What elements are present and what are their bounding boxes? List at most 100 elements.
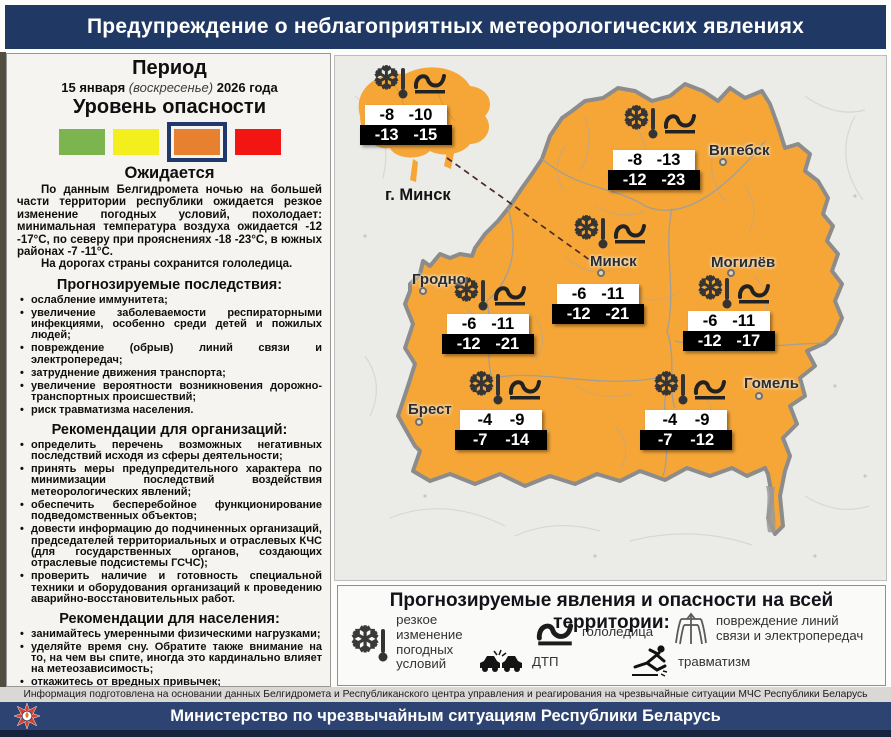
danger-level-green xyxy=(58,129,105,155)
temp-box-brest: -4 -9 -7 -14 xyxy=(455,410,547,450)
city-dot-mogilev xyxy=(727,269,735,277)
list-item: • уделяйте время сну. Обратите также вним… xyxy=(20,640,322,676)
list-item: • определить перечень возможных негативны… xyxy=(20,438,322,462)
snowflake-icon: ❆ xyxy=(573,210,600,246)
danger-level-yellow xyxy=(112,129,159,155)
car-crash-icon xyxy=(480,649,522,672)
snowflake-icon: ❆ xyxy=(697,270,724,306)
snowflake-icon: ❆ xyxy=(373,60,400,96)
city-label-minsk-city: г. Минск xyxy=(385,186,451,204)
list-item: • принять меры предупредительного характе… xyxy=(20,462,322,498)
thermometer-icon xyxy=(598,218,608,249)
bottom-strip xyxy=(0,730,891,737)
thermometer-icon xyxy=(678,374,688,405)
period-date: 15 января (воскресенье) 2026 года xyxy=(16,80,323,95)
station-icons-minsk-city: ❆ xyxy=(373,60,447,99)
list-item: • увеличение заболеваемости респираторным… xyxy=(20,306,322,342)
city-label-mogilev: Могилёв xyxy=(711,254,776,271)
legend-item-label: травматизм xyxy=(678,653,751,669)
list-item: • довести информацию до подчиненных орган… xyxy=(20,523,322,570)
ministry-title: Министерство по чрезвычайным ситуациям Р… xyxy=(170,706,721,725)
temp-box-vitebsk: -8 -13 -12 -23 xyxy=(608,150,700,190)
date-year: 2026 года xyxy=(216,80,278,95)
station-icons-gomel: ❆ xyxy=(653,366,727,405)
legend-item-power-lines: повреждение линий связи и электропередач xyxy=(674,610,864,648)
danger-level-scale xyxy=(16,121,323,163)
snowflake-icon: ❆ xyxy=(623,100,650,136)
legend-item-label: повреждение линий связи и электропередач xyxy=(716,613,864,643)
period-title: Период xyxy=(132,57,207,79)
danger-level-red xyxy=(234,129,281,155)
temp-box-grodno: -6 -11 -12 -21 xyxy=(442,314,534,354)
city-dot-gomel xyxy=(755,392,763,400)
consequences-title: Прогнозируемые последствия: xyxy=(56,276,283,293)
city-label-brest: Брест xyxy=(408,401,452,418)
list-item: • риск травматизма населения. xyxy=(20,404,194,417)
city-dot-minsk xyxy=(597,269,605,277)
glaze-ice-icon xyxy=(693,380,726,400)
org-recommendations-title: Рекомендации для организаций: xyxy=(51,421,288,438)
glaze-ice-icon xyxy=(613,224,646,244)
temp-box-minsk-city: -8 -10 -13 -15 xyxy=(360,105,452,145)
snowflake-icon: ❆ xyxy=(653,366,680,402)
list-item: • занимайтесь умеренными физическими нагр… xyxy=(20,627,321,640)
legend-item-weather-change: ❆ резкое изменение погодных условий xyxy=(350,612,504,672)
list-item: • обеспечить бесперебойное функционирован… xyxy=(20,498,322,523)
temp-box-mogilev: -6 -11 -12 -17 xyxy=(683,311,775,351)
glaze-ice-icon xyxy=(413,74,446,94)
legend-item-ice: гололедица xyxy=(536,619,653,646)
expected-text-2: На дорогах страны сохранится гололедица. xyxy=(41,258,293,271)
thermometer-icon xyxy=(398,68,408,99)
legend-item-label: гололедица xyxy=(582,624,654,640)
snowflake-icon: ❆ xyxy=(350,618,381,660)
temp-box-gomel: -4 -9 -7 -12 xyxy=(640,410,732,450)
legend-item-car-crash: ДТП xyxy=(478,649,558,675)
thermometer-icon xyxy=(648,108,658,139)
map-background-roads xyxy=(354,95,870,546)
city-label-vitebsk: Витебск xyxy=(709,142,770,159)
danger-level-orange xyxy=(173,129,220,155)
list-item: • откажитесь от вредных привычек; xyxy=(20,676,221,687)
city-label-gomel: Гомель xyxy=(744,375,799,392)
map-background-towns xyxy=(363,124,867,558)
glaze-ice-icon xyxy=(493,286,526,306)
snowflake-icon: ❆ xyxy=(453,272,480,308)
river-strip xyxy=(766,486,776,533)
glaze-ice-icon xyxy=(508,380,541,400)
list-item: • проверить наличие и готовность специаль… xyxy=(20,570,322,606)
glaze-ice-icon xyxy=(737,284,770,304)
station-icons-minsk: ❆ xyxy=(573,210,647,249)
belarus-map-panel: ❆ ❆ ❆ ❆ ❆ ❆ ❆ xyxy=(334,55,887,581)
date-day: 15 января xyxy=(61,80,126,95)
city-dot-grodno xyxy=(419,287,427,295)
station-icons-vitebsk: ❆ xyxy=(623,100,697,139)
power-lines-icon xyxy=(675,612,707,645)
snowflake-icon: ❆ xyxy=(468,366,495,402)
legend-title: Прогнозируемые явления и опасности на вс… xyxy=(389,590,834,633)
slipping-person-icon xyxy=(632,645,668,677)
page-title: Предупреждение о неблагоприятных метеоро… xyxy=(5,5,886,49)
hazards-legend-panel: Прогнозируемые явления и опасности на вс… xyxy=(337,585,886,686)
thermometer-icon xyxy=(493,374,503,405)
station-icons-brest: ❆ xyxy=(468,366,542,405)
legend-item-label: ДТП xyxy=(532,653,559,669)
info-panel: Период 15 января (воскресенье) 2026 года… xyxy=(6,53,331,687)
date-weekday: (воскресенье) xyxy=(128,80,214,95)
thermometer-icon xyxy=(478,280,488,311)
mchs-emblem-icon xyxy=(14,703,40,729)
temp-box-minsk: -6 -11 -12 -21 xyxy=(552,284,644,324)
legend-item-injury: травматизм xyxy=(630,644,750,680)
station-icons-mogilev: ❆ xyxy=(697,270,771,309)
list-item: • ослабление иммунитета; xyxy=(20,293,168,306)
legend-item-label: резкое изменение погодных условий xyxy=(396,612,463,672)
list-item: • затруднение движения транспорта; xyxy=(20,366,226,379)
expected-title: Ожидается xyxy=(124,164,215,182)
list-item: • увеличение вероятности возникновения до… xyxy=(20,379,322,404)
glaze-ice-icon xyxy=(536,623,574,646)
city-label-minsk: Минск xyxy=(590,253,637,270)
station-icons-grodno: ❆ xyxy=(453,272,527,311)
source-info-strip: Информация подготовлена на основании дан… xyxy=(0,687,891,702)
city-dot-vitebsk xyxy=(719,158,727,166)
expected-text: По данным Белгидромета ночью на большей … xyxy=(17,184,322,259)
list-item: • повреждение (обрыв) линий связи и элект… xyxy=(20,342,322,366)
